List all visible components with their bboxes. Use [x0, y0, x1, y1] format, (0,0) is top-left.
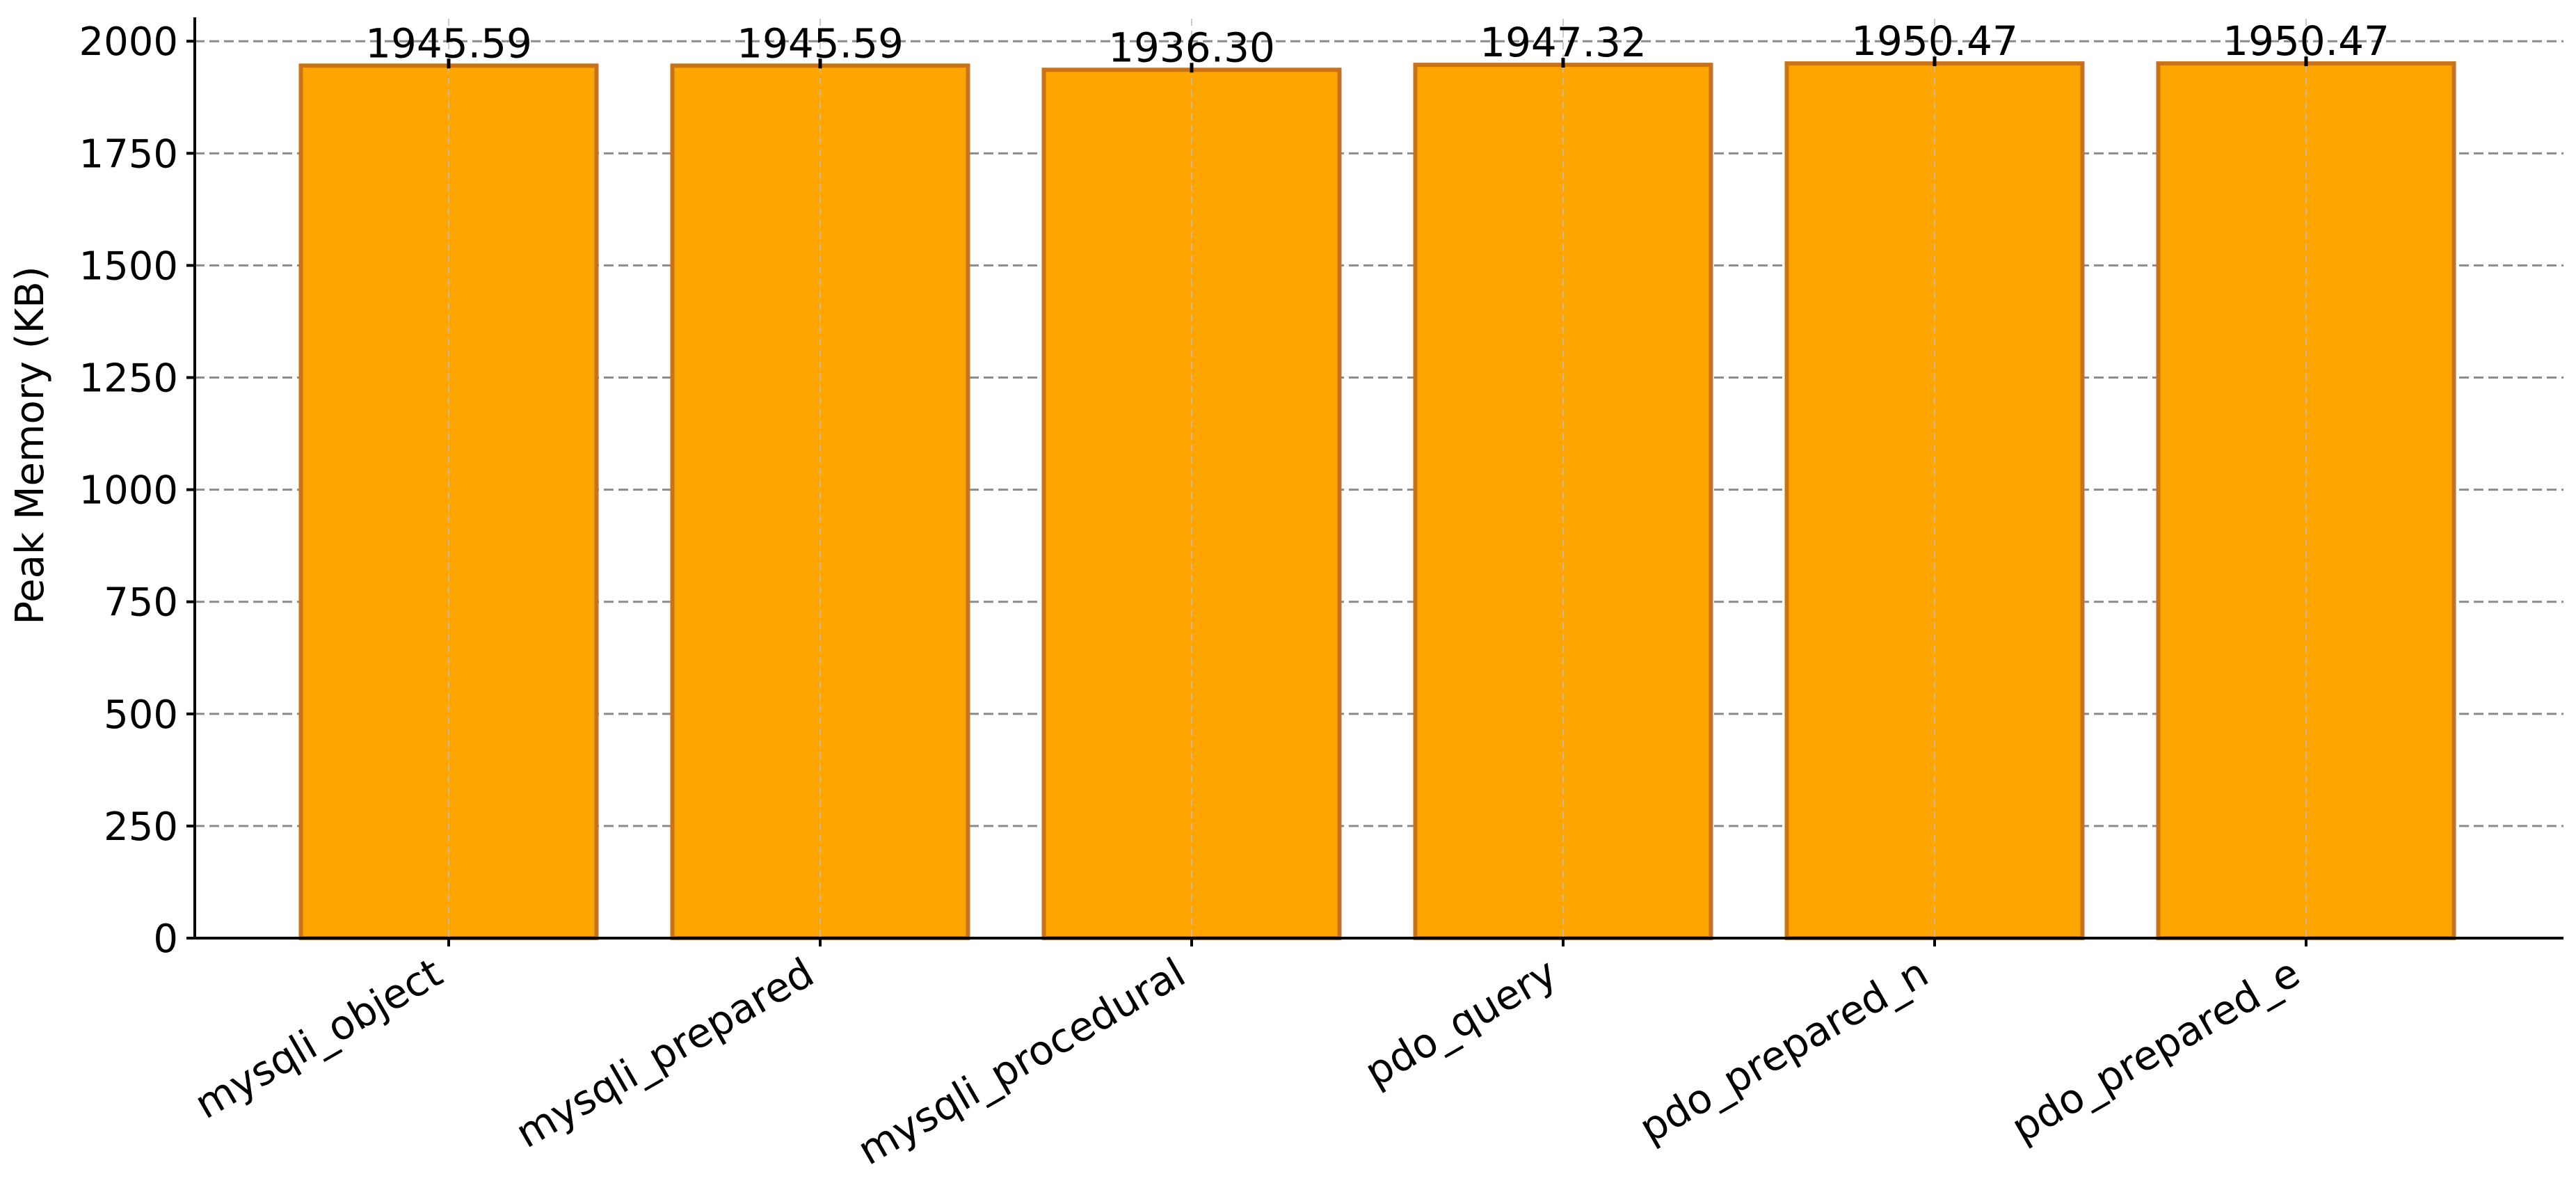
category-labels: mysqli_object mysqli_prepared mysqli_proce… — [186, 949, 2307, 1174]
y-tick-label: 1500 — [79, 244, 178, 289]
y-tick-label: 2000 — [79, 19, 178, 65]
y-tick-label: 250 — [104, 804, 178, 850]
bars — [298, 61, 2456, 941]
x-tick-label: mysqli_object — [186, 949, 450, 1128]
value-label: 1947.32 — [1480, 19, 1647, 66]
x-tick-label: pdo_query — [1357, 949, 1565, 1096]
value-label: 1945.59 — [365, 19, 532, 67]
value-labels: 1945.59 1945.59 1936.30 1947.32 1950.47 1950.… — [365, 17, 2390, 71]
x-tick-label: mysqli_prepared — [508, 949, 822, 1157]
y-tick-label: 1250 — [79, 356, 178, 402]
value-label: 1945.59 — [737, 19, 904, 67]
y-tick-label: 0 — [153, 917, 178, 962]
y-tick-label: 750 — [104, 580, 178, 626]
y-axis-title: Peak Memory (KB) — [8, 266, 53, 624]
value-label: 1936.30 — [1108, 24, 1275, 71]
y-tick-label: 1000 — [79, 468, 178, 514]
x-tick-label: pdo_prepared_e — [2003, 949, 2307, 1152]
bar-pdo_prepared_e — [2156, 61, 2456, 941]
x-tick-label: pdo_prepared_n — [1631, 949, 1936, 1152]
value-label: 1950.47 — [1851, 17, 2018, 65]
bar-pdo_prepared_n — [1784, 61, 2085, 941]
y-tick-labels: 0 250 500 750 1000 1250 1500 1750 2000 — [79, 19, 178, 962]
axes — [186, 17, 2563, 946]
y-tick-label: 1750 — [79, 132, 178, 177]
value-label: 1950.47 — [2223, 17, 2390, 65]
bar-pdo_query — [1413, 63, 1713, 940]
x-tick-label: mysqli_procedural — [849, 949, 1193, 1174]
y-tick-label: 500 — [104, 692, 178, 738]
